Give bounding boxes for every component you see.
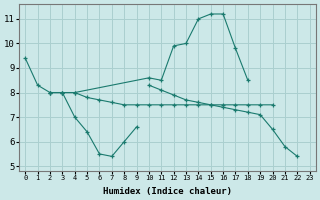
- X-axis label: Humidex (Indice chaleur): Humidex (Indice chaleur): [103, 187, 232, 196]
